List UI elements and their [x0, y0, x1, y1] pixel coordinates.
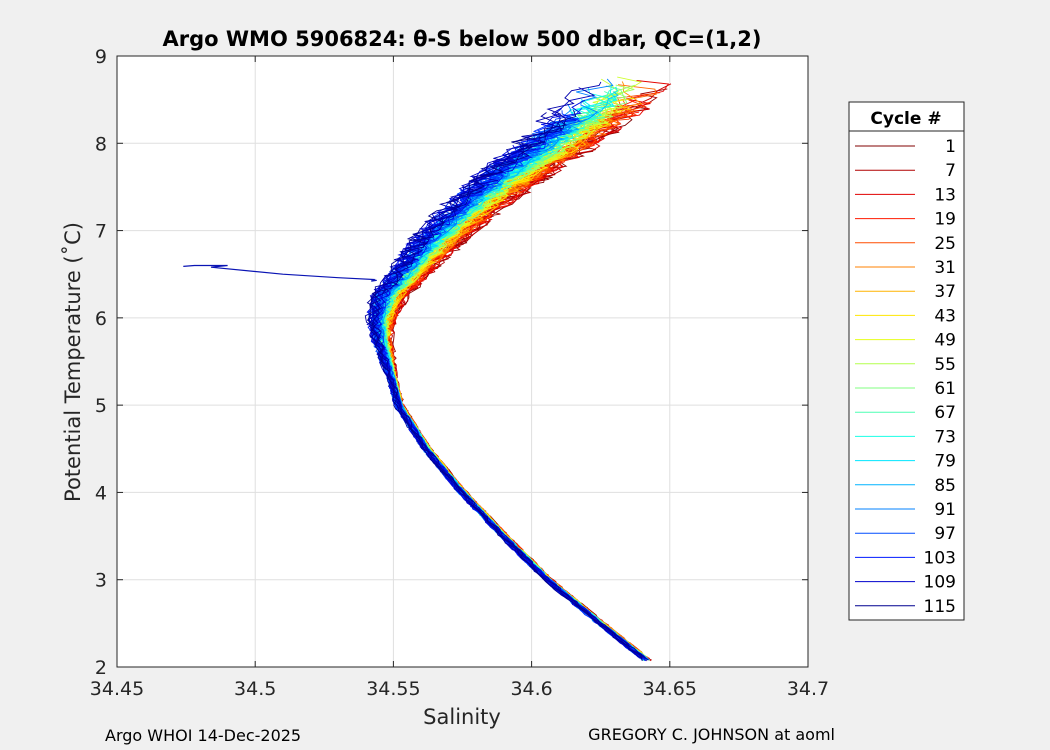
y-tick-label: 5 [95, 395, 107, 417]
legend-title: Cycle # [870, 109, 941, 129]
legend-label: 103 [924, 548, 956, 568]
y-axis-label: Potential Temperature (˚C) [61, 222, 85, 502]
footer-right: GREGORY C. JOHNSON at aoml [588, 725, 835, 744]
legend-label: 43 [934, 306, 956, 326]
x-tick-label: 34.5 [234, 678, 276, 700]
legend-label: 97 [934, 524, 956, 544]
y-tick-label: 9 [95, 46, 107, 68]
x-tick-label: 34.65 [643, 678, 697, 700]
x-tick-label: 34.55 [366, 678, 420, 700]
axis-ticks: 34.45 34.5 34.55 34.6 34.65 34.7 2 3 4 5 6 7 8 9 [90, 46, 829, 700]
legend-label: 79 [934, 452, 956, 472]
legend-label: 55 [934, 355, 956, 375]
legend-label: 109 [924, 573, 956, 593]
profile-line [364, 112, 648, 661]
legend-label: 67 [934, 403, 956, 423]
legend: Cycle # 1 7 13 19 25 31 37 43 49 55 61 67 73 79 85 91 97… [848, 101, 965, 621]
legend-label: 25 [934, 234, 956, 254]
x-tick-label: 34.7 [787, 678, 829, 700]
legend-label: 49 [934, 331, 956, 351]
plot-area [117, 56, 808, 667]
footer-left: Argo WHOI 14-Dec-2025 [105, 726, 301, 745]
y-tick-label: 3 [95, 570, 107, 592]
legend-label: 1 [945, 137, 956, 157]
legend-items: 1 7 13 19 25 31 37 43 49 55 61 67 73 79 85 91 97 103 109 11… [855, 137, 956, 617]
plot-frame [116, 55, 809, 668]
y-tick-label: 4 [95, 482, 107, 504]
x-tick-label: 34.45 [90, 678, 144, 700]
legend-label: 73 [934, 427, 956, 447]
x-axis-label: Salinity [423, 705, 501, 729]
y-tick-label: 2 [95, 657, 107, 679]
profile-line [367, 109, 643, 661]
legend-label: 19 [934, 210, 956, 230]
legend-label: 31 [934, 258, 956, 278]
x-tick-label: 34.6 [510, 678, 552, 700]
plot-series [183, 76, 672, 662]
y-tick-label: 7 [95, 221, 107, 243]
legend-label: 37 [934, 282, 956, 302]
legend-label: 91 [934, 500, 956, 520]
legend-label: 115 [924, 597, 956, 617]
chart-title: Argo WMO 5906824: θ-S below 500 dbar, QC… [163, 27, 762, 51]
anomaly-line [183, 264, 377, 282]
profile-line [368, 148, 646, 659]
legend-label: 61 [934, 379, 956, 399]
legend-label: 85 [934, 476, 956, 496]
profile-line [366, 111, 643, 661]
legend-label: 7 [945, 161, 956, 181]
y-tick-label: 6 [95, 308, 107, 330]
legend-label: 13 [934, 185, 956, 205]
y-tick-label: 8 [95, 133, 107, 155]
